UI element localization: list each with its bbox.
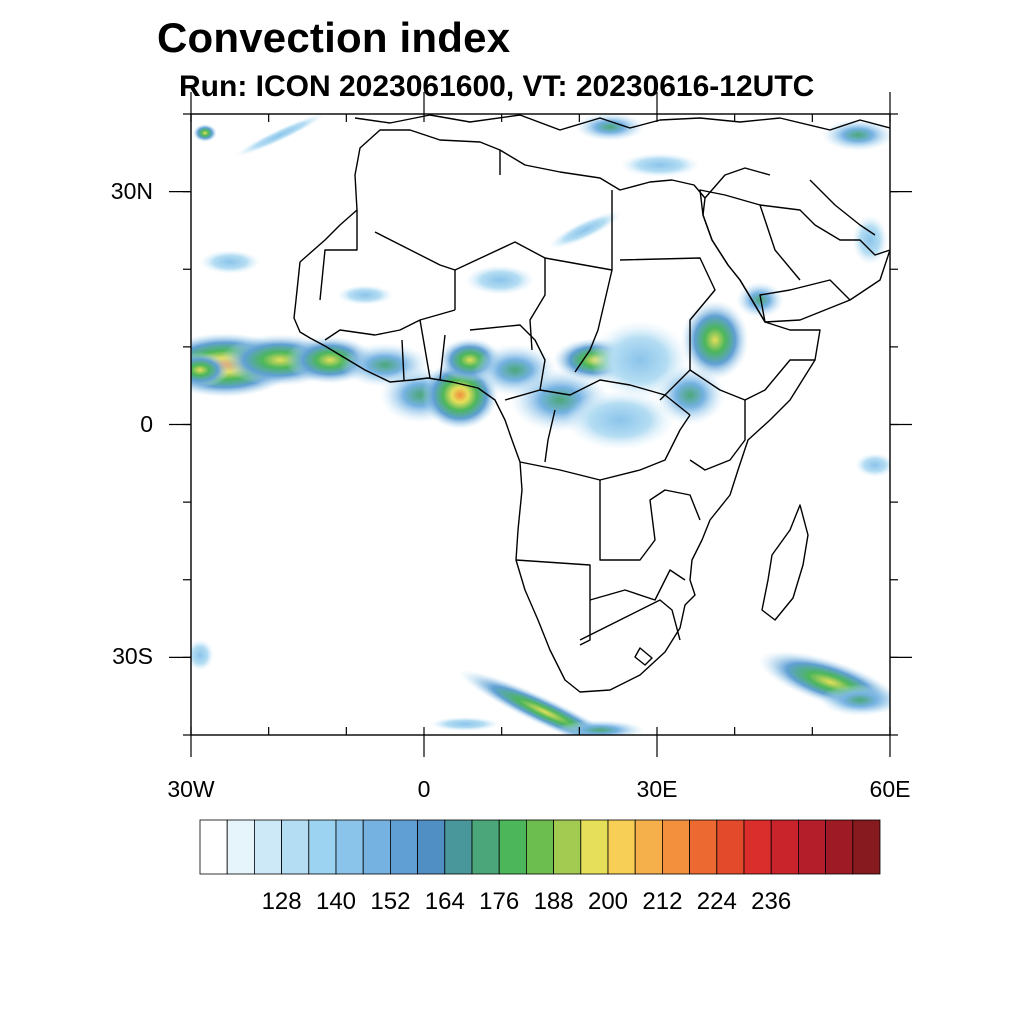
colorbar-swatch	[607, 819, 636, 875]
country-border	[469, 324, 546, 401]
colorbar-swatch	[852, 819, 881, 875]
country-border	[759, 204, 801, 281]
colorbar-label: 188	[533, 888, 574, 915]
lon-tick-label: 30W	[167, 776, 215, 802]
chart-title: Convection index	[157, 14, 511, 61]
colorbar-label: 164	[424, 888, 465, 915]
country-border	[589, 569, 686, 601]
colorbar-swatch	[199, 819, 228, 875]
convection-cell	[555, 720, 645, 735]
convection-cell	[430, 717, 500, 731]
arabia-coastline	[699, 189, 890, 323]
country-border	[634, 647, 653, 666]
country-border	[759, 279, 851, 323]
colorbar-label: 200	[587, 888, 629, 915]
convection-cell	[855, 453, 890, 477]
country-border	[599, 480, 701, 561]
convection-cell	[565, 390, 675, 450]
convection-cell	[655, 365, 725, 425]
country-border	[519, 414, 691, 481]
country-border	[324, 309, 456, 341]
lat-tick-label: 0	[140, 410, 153, 437]
convection-cell	[191, 639, 214, 671]
colorbar-label: 128	[261, 888, 302, 915]
chart-subtitle: Run: ICON 2023061600, VT: 20230616-12UTC	[179, 70, 815, 103]
lat-tick-label: 30N	[110, 177, 153, 204]
colorbar-swatch	[226, 819, 255, 875]
convection-cell	[191, 352, 230, 388]
colorbar-label: 224	[696, 888, 737, 915]
convection-cell	[852, 215, 888, 265]
convection-cell	[458, 669, 632, 735]
colorbar-swatch	[335, 819, 364, 875]
colorbar	[199, 819, 881, 875]
colorbar-swatch	[253, 819, 282, 875]
convection-cell	[758, 650, 890, 714]
convection-cell	[337, 285, 393, 305]
convection-cell	[465, 265, 535, 295]
colorbar-swatch	[716, 819, 745, 875]
country-border	[319, 210, 358, 301]
colorbar-label: 140	[315, 888, 357, 915]
colorbar-label: 176	[479, 888, 520, 915]
country-border	[401, 319, 446, 381]
lon-tick-label: 0	[417, 776, 431, 802]
convection-cell	[200, 250, 260, 274]
coastlines-and-borders	[293, 114, 890, 693]
convection-cell	[681, 300, 749, 380]
colorbar-swatch	[825, 819, 854, 875]
colorbar-swatch	[634, 819, 663, 875]
colorbar-label: 212	[642, 888, 683, 915]
lon-tick-label: 30E	[636, 776, 678, 802]
convection-cell	[822, 119, 890, 151]
gulf-coastline	[809, 179, 876, 236]
convection-cell	[193, 124, 217, 142]
country-border	[515, 559, 591, 646]
axis-ticks	[169, 92, 912, 757]
country-border	[529, 258, 546, 351]
convection-field	[191, 114, 890, 735]
colorbar-swatch	[444, 819, 473, 875]
convection-cell	[736, 282, 784, 318]
madagascar-coastline	[761, 504, 809, 621]
country-border	[689, 359, 815, 401]
colorbar-swatch	[498, 819, 527, 875]
country-border	[574, 269, 613, 373]
colorbar-swatch	[308, 819, 337, 875]
convection-cell	[620, 153, 700, 177]
country-border	[544, 409, 556, 463]
convection-cell	[820, 684, 890, 716]
lon-tick-label: 60E	[869, 776, 911, 802]
europe-coastline	[354, 114, 890, 131]
colorbar-swatch	[526, 819, 555, 875]
country-border	[689, 400, 746, 471]
colorbar-swatch	[743, 819, 772, 875]
colorbar-swatch	[389, 819, 418, 875]
colorbar-swatch	[417, 819, 446, 875]
colorbar-swatch	[798, 819, 827, 875]
colorbar-swatch	[770, 819, 799, 875]
colorbar-label: 152	[370, 888, 411, 915]
country-border	[704, 167, 771, 199]
colorbar-swatch	[281, 819, 310, 875]
convection-cell	[548, 211, 622, 249]
colorbar-swatch	[553, 819, 582, 875]
africa-coastline	[293, 129, 821, 693]
country-border	[539, 379, 691, 416]
country-border	[374, 231, 456, 310]
colorbar-label: 236	[751, 888, 792, 915]
country-border	[619, 257, 716, 401]
colorbar-swatch	[662, 819, 691, 875]
colorbar-swatch	[362, 819, 391, 875]
country-border	[579, 599, 681, 641]
lat-tick-label: 30S	[112, 643, 153, 670]
colorbar-swatch	[580, 819, 609, 875]
colorbar-swatch	[471, 819, 500, 875]
colorbar-swatch	[689, 819, 718, 875]
convection-cell	[234, 114, 326, 157]
